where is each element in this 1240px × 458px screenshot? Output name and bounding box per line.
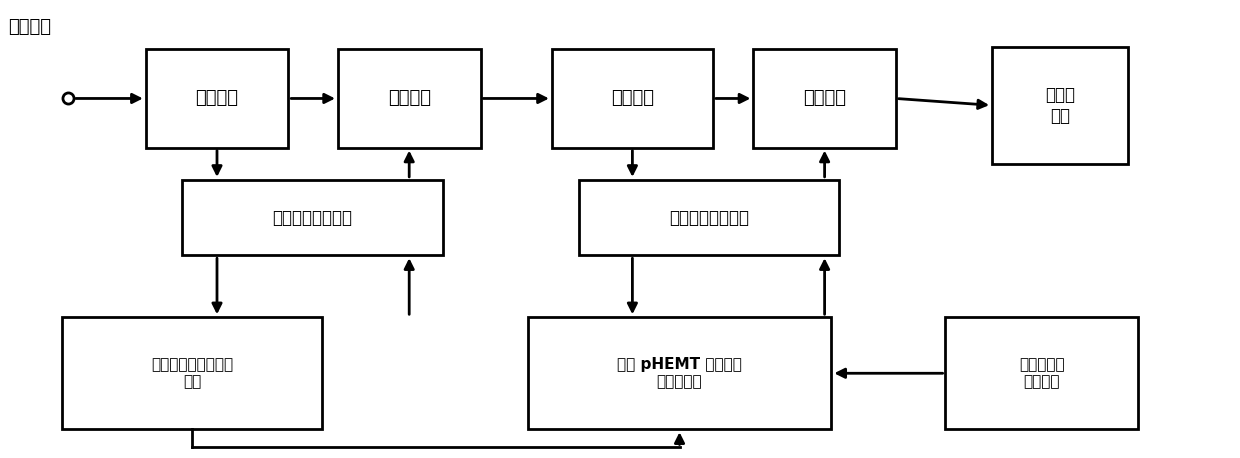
Text: 低损耗匹配模块二: 低损耗匹配模块二 — [670, 208, 749, 227]
Bar — [528, 317, 832, 430]
Bar — [992, 47, 1128, 164]
Bar — [62, 317, 322, 430]
Text: 反射式预失真信号产
生器: 反射式预失真信号产 生器 — [151, 357, 233, 389]
Text: 耦合器三: 耦合器三 — [611, 89, 653, 108]
Text: 低损耗匹配模块一: 低损耗匹配模块一 — [273, 208, 352, 227]
Text: 输入信号: 输入信号 — [7, 18, 51, 36]
Text: 冷模 pHEMT 晶体管补
偿校正电路: 冷模 pHEMT 晶体管补 偿校正电路 — [618, 357, 742, 389]
Text: 耦合器四: 耦合器四 — [804, 89, 846, 108]
Bar — [146, 49, 288, 147]
Text: 功率放
大器: 功率放 大器 — [1045, 86, 1075, 125]
Bar — [579, 180, 839, 256]
Bar — [337, 49, 481, 147]
Bar — [945, 317, 1137, 430]
Bar — [182, 180, 443, 256]
Bar — [754, 49, 895, 147]
Bar — [552, 49, 713, 147]
Text: 耦合器二: 耦合器二 — [388, 89, 430, 108]
Text: 线性化电路
控制模块: 线性化电路 控制模块 — [1019, 357, 1064, 389]
Text: 耦合器一: 耦合器一 — [196, 89, 238, 108]
